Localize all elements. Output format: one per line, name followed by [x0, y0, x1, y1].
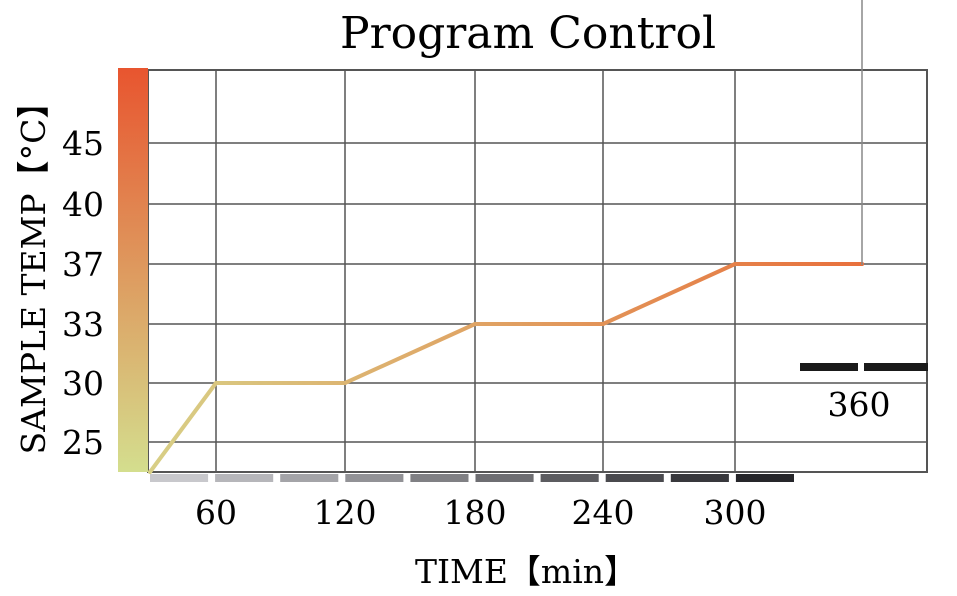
y-axis-label: SAMPLE TEMP【°C】 — [14, 86, 53, 455]
x-axis-bar-segment — [670, 474, 729, 482]
plot-frame — [147, 69, 928, 473]
end-marker-bar-right — [864, 363, 928, 371]
x-axis-label: TIME【min】 — [415, 552, 637, 591]
y-tick-label-33: 33 — [62, 305, 104, 344]
end-marker-bar-left — [800, 363, 858, 371]
data-point — [343, 381, 347, 385]
x-axis-bar-segment — [280, 474, 339, 482]
y-tick-label-30: 30 — [62, 364, 104, 403]
data-point — [733, 262, 737, 266]
y-tick-label-25: 25 — [62, 423, 104, 462]
series-layer — [148, 262, 864, 474]
y-tick-label-45: 45 — [62, 124, 104, 163]
data-point — [473, 322, 477, 326]
y-tick-label-37: 37 — [62, 245, 104, 284]
x-end-label: 360 — [828, 385, 891, 424]
x-tick-label-240: 240 — [572, 493, 635, 532]
data-point — [214, 381, 218, 385]
x-tick-label-300: 300 — [704, 493, 767, 532]
data-point — [148, 470, 152, 474]
y-tick-labels: 25 30 33 37 40 45 — [62, 124, 104, 462]
x-axis-bar-segment — [345, 474, 404, 482]
x-axis-bar-segment — [605, 474, 664, 482]
x-tick-label-180: 180 — [444, 493, 507, 532]
x-axis-segment-bar — [150, 474, 794, 482]
x-tick-label-60: 60 — [195, 493, 237, 532]
y-tick-label-40: 40 — [62, 185, 104, 224]
data-point — [601, 322, 605, 326]
y-axis-color-bar — [118, 68, 148, 472]
chart-title: Program Control — [340, 8, 716, 59]
x-tick-label-120: 120 — [314, 493, 377, 532]
x-axis-bar-segment — [215, 474, 274, 482]
x-axis-bar-segment — [410, 474, 469, 482]
series-line-0 — [148, 262, 864, 474]
x-axis-bar-segment — [735, 474, 794, 482]
x-tick-labels: 60 120 180 240 300 — [195, 493, 767, 532]
grid — [148, 70, 927, 472]
x-axis-bar-segment — [540, 474, 599, 482]
x-axis-bar-segment — [475, 474, 534, 482]
x-axis-bar-segment — [150, 474, 209, 482]
